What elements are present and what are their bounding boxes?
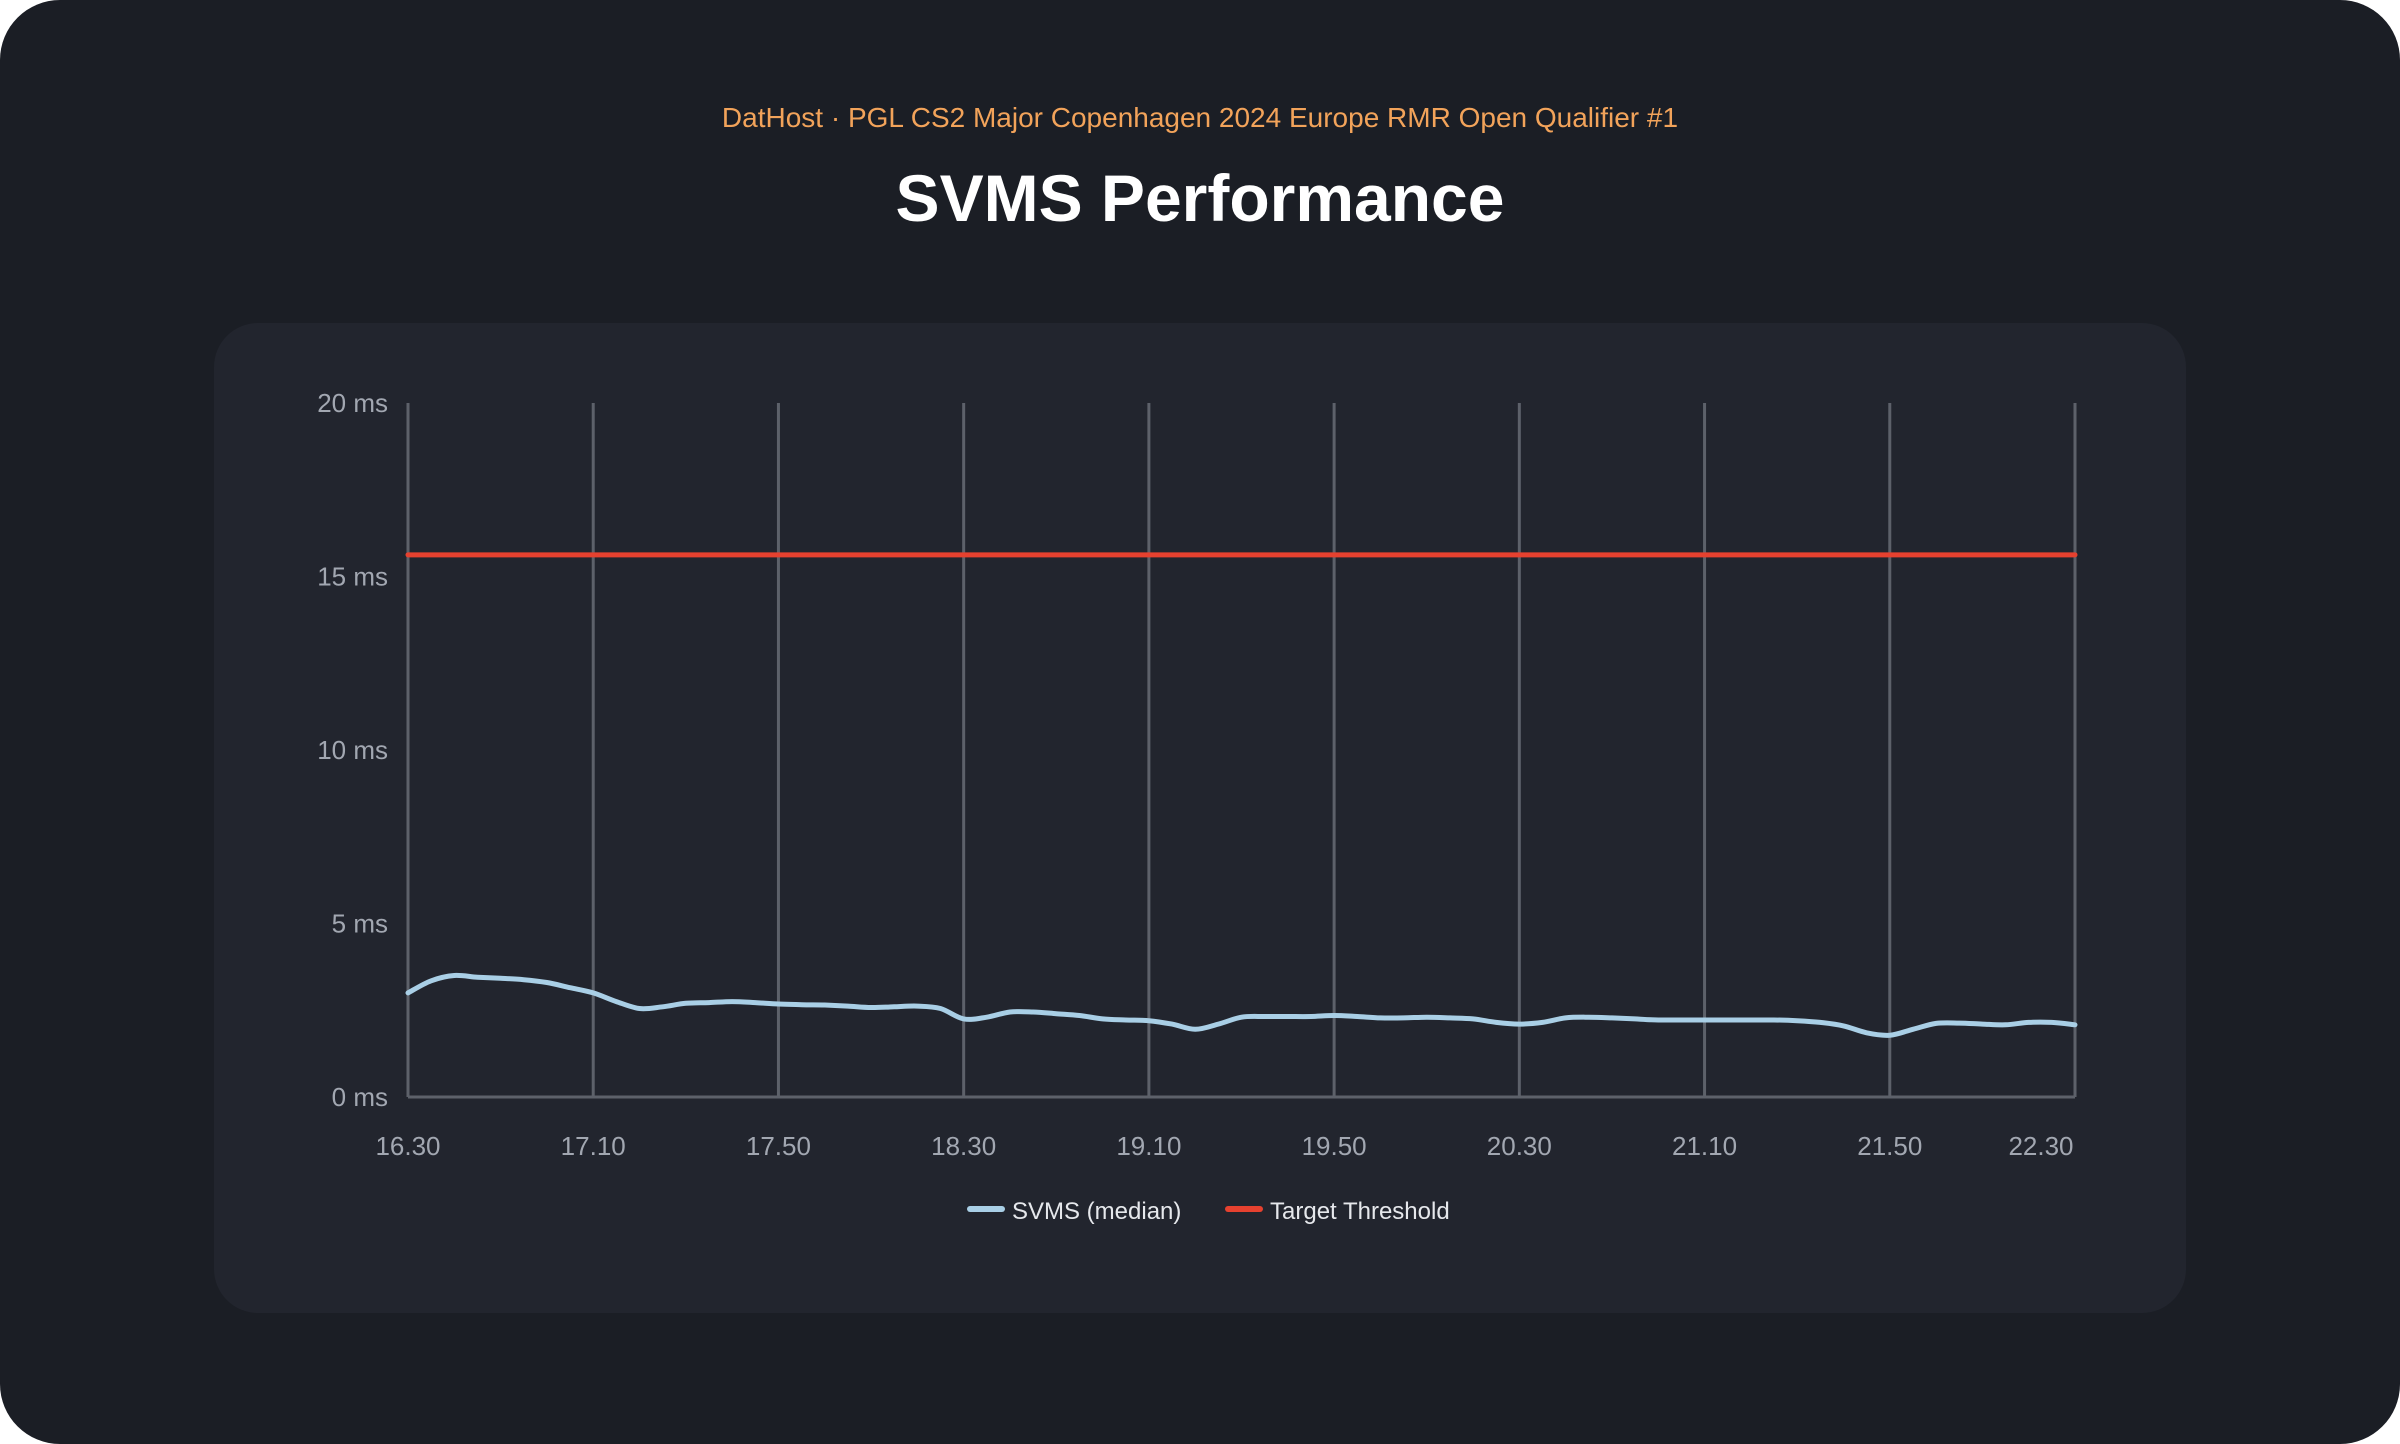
y-tick-label: 10 ms	[317, 735, 388, 765]
series-line-svms-median	[405, 972, 2078, 1038]
x-tick-label: 19.10	[1116, 1131, 1181, 1161]
y-tick-label: 5 ms	[332, 909, 388, 939]
x-tick-label: 21.10	[1672, 1131, 1737, 1161]
chart-subtitle: DatHost · PGL CS2 Major Copenhagen 2024 …	[721, 102, 1679, 133]
chart-card	[214, 323, 2186, 1313]
legend-label-svms-median: SVMS (median)	[1012, 1198, 1181, 1225]
x-tick-label: 17.10	[561, 1131, 626, 1161]
x-tick-label: 16.30	[375, 1131, 440, 1161]
x-tick-label: 21.50	[1857, 1131, 1922, 1161]
x-tick-label: 18.30	[931, 1131, 996, 1161]
grid-layer	[406, 403, 2077, 1097]
x-tick-label: 17.50	[746, 1131, 811, 1161]
series-layer	[405, 552, 2078, 1038]
x-tick-label: 19.50	[1302, 1131, 1367, 1161]
x-tick-label: 22.30	[2008, 1131, 2073, 1161]
y-tick-label: 20 ms	[317, 388, 388, 418]
label-layer: 0 ms 5 ms 10 ms 15 ms 20 ms 16.30 17.10 17.50 18…	[317, 388, 2073, 1161]
y-tick-label: 15 ms	[317, 562, 388, 592]
legend-label-target-threshold: Target Threshold	[1270, 1198, 1450, 1225]
x-tick-label: 20.30	[1487, 1131, 1552, 1161]
legend-layer: SVMS (median) Target Threshold	[967, 1198, 1450, 1225]
chart-title: SVMS Performance	[895, 161, 1505, 235]
y-tick-label: 0 ms	[332, 1082, 388, 1112]
